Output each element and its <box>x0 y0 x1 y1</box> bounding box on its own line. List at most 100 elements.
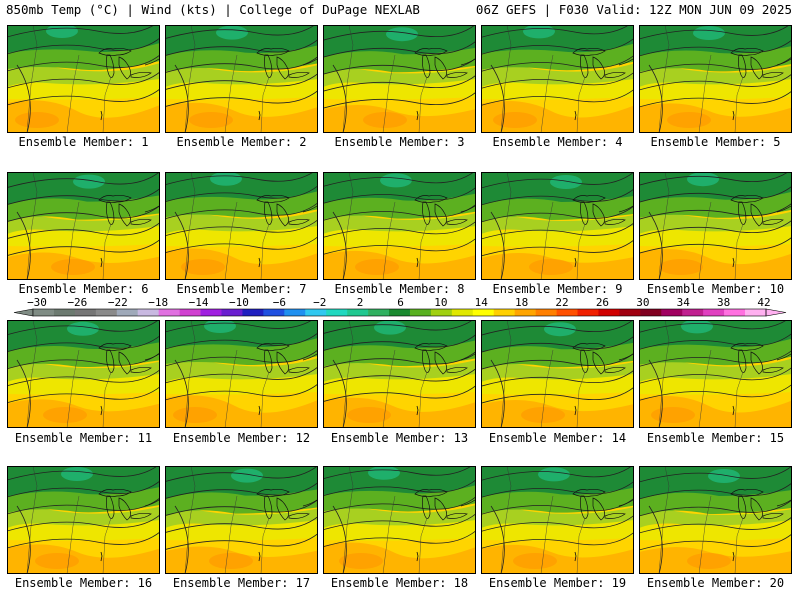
scale-swatch <box>409 309 432 316</box>
scale-swatch <box>347 309 369 316</box>
scale-tick-label: −18 <box>148 296 168 309</box>
temperature-map <box>639 25 792 133</box>
scale-swatch <box>326 309 348 316</box>
ensemble-map-panel <box>481 25 634 133</box>
ensemble-map-panel <box>481 466 634 574</box>
ensemble-map-panel <box>165 172 318 280</box>
ensemble-map-panel <box>7 172 160 280</box>
temperature-map <box>165 25 318 133</box>
scale-tick-label: 38 <box>717 296 730 309</box>
scale-swatch <box>158 309 180 316</box>
scale-tick-label: −14 <box>189 296 209 309</box>
temperature-map <box>481 466 634 574</box>
scale-swatch <box>221 309 243 316</box>
scale-swatch <box>389 309 411 316</box>
ensemble-map-panel <box>165 25 318 133</box>
ensemble-map-panel <box>165 320 318 428</box>
scale-swatch <box>535 309 557 316</box>
scale-swatch <box>640 309 662 316</box>
scale-swatch <box>514 309 536 316</box>
temperature-map <box>7 320 160 428</box>
scale-swatch <box>53 309 76 316</box>
scale-swatch <box>74 309 97 316</box>
scale-tick-label: 10 <box>434 296 447 309</box>
ensemble-map-panel <box>7 320 160 428</box>
scale-tick-label: 22 <box>555 296 568 309</box>
temperature-map <box>323 25 476 133</box>
scale-arrow-left <box>13 308 34 317</box>
scale-swatch <box>284 309 306 316</box>
ensemble-map-panel <box>323 172 476 280</box>
scale-tick-label: −22 <box>108 296 128 309</box>
map-title: 850mb Temp (°C) | Wind (kts) | College o… <box>6 2 420 17</box>
ensemble-member-label: Ensemble Member: 15 <box>646 431 785 445</box>
temperature-map <box>639 466 792 574</box>
ensemble-map-panel <box>165 466 318 574</box>
scale-tick-label: 42 <box>757 296 770 309</box>
scale-tick-label: −6 <box>273 296 286 309</box>
ensemble-member-label: Ensemble Member: 16 <box>14 576 153 590</box>
temperature-map <box>7 466 160 574</box>
scale-swatch <box>200 309 222 316</box>
scale-swatch <box>33 309 55 316</box>
scale-swatch <box>577 309 599 316</box>
ensemble-member-label: Ensemble Member: 14 <box>488 431 627 445</box>
scale-tick-label: 6 <box>397 296 404 309</box>
scale-tick-label: 30 <box>636 296 649 309</box>
temperature-map <box>639 320 792 428</box>
scale-swatch <box>682 309 704 316</box>
scale-swatch <box>430 309 453 316</box>
scale-swatch <box>472 309 495 316</box>
scale-arrow-right <box>765 308 787 317</box>
temperature-map <box>323 172 476 280</box>
ensemble-member-label: Ensemble Member: 6 <box>18 282 149 296</box>
ensemble-member-label: Ensemble Member: 9 <box>492 282 623 296</box>
ensemble-map-panel <box>639 320 792 428</box>
ensemble-map-panel <box>639 466 792 574</box>
ensemble-member-label: Ensemble Member: 17 <box>172 576 311 590</box>
scale-tick-label: 34 <box>677 296 691 309</box>
scale-swatch <box>305 309 327 316</box>
ensemble-member-label: Ensemble Member: 5 <box>650 135 781 149</box>
temperature-map <box>323 466 476 574</box>
scale-tick-label: −26 <box>67 296 87 309</box>
scale-swatch <box>724 309 746 316</box>
ensemble-map-panel <box>323 466 476 574</box>
scale-swatch <box>95 309 118 316</box>
scale-swatch <box>619 309 641 316</box>
scale-swatch <box>179 309 201 316</box>
scale-swatch <box>451 309 474 316</box>
scale-tick-label: −2 <box>313 296 326 309</box>
ensemble-map-panel <box>323 25 476 133</box>
ensemble-member-label: Ensemble Member: 12 <box>172 431 311 445</box>
ensemble-member-label: Ensemble Member: 10 <box>646 282 785 296</box>
ensemble-map-panel <box>481 172 634 280</box>
temperature-map <box>7 172 160 280</box>
temperature-map <box>481 172 634 280</box>
scale-tick-label: 18 <box>515 296 528 309</box>
ensemble-member-label: Ensemble Member: 2 <box>176 135 307 149</box>
ensemble-member-label: Ensemble Member: 3 <box>334 135 465 149</box>
scale-swatch <box>598 309 620 316</box>
ensemble-map-panel <box>639 172 792 280</box>
ensemble-member-label: Ensemble Member: 8 <box>334 282 465 296</box>
temperature-map <box>639 172 792 280</box>
ensemble-member-label: Ensemble Member: 4 <box>492 135 623 149</box>
ensemble-member-label: Ensemble Member: 13 <box>330 431 469 445</box>
temperature-map <box>165 320 318 428</box>
temperature-map <box>7 25 160 133</box>
temperature-map <box>323 320 476 428</box>
scale-swatch <box>556 309 578 316</box>
ensemble-member-label: Ensemble Member: 18 <box>330 576 469 590</box>
temperature-map <box>165 466 318 574</box>
scale-swatch <box>493 309 515 316</box>
scale-tick-label: 14 <box>475 296 489 309</box>
scale-tick-label: 26 <box>596 296 609 309</box>
scale-tick-label: −30 <box>27 296 47 309</box>
scale-swatch <box>703 309 725 316</box>
ensemble-map-panel <box>323 320 476 428</box>
temperature-color-scale: −30 −26 −22 −18 −14 −10 −6 −2 2 6 10 14 18 22 26 30 34 38… <box>13 296 787 317</box>
ensemble-member-label: Ensemble Member: 19 <box>488 576 627 590</box>
temperature-map <box>481 320 634 428</box>
scale-swatch <box>745 309 767 316</box>
